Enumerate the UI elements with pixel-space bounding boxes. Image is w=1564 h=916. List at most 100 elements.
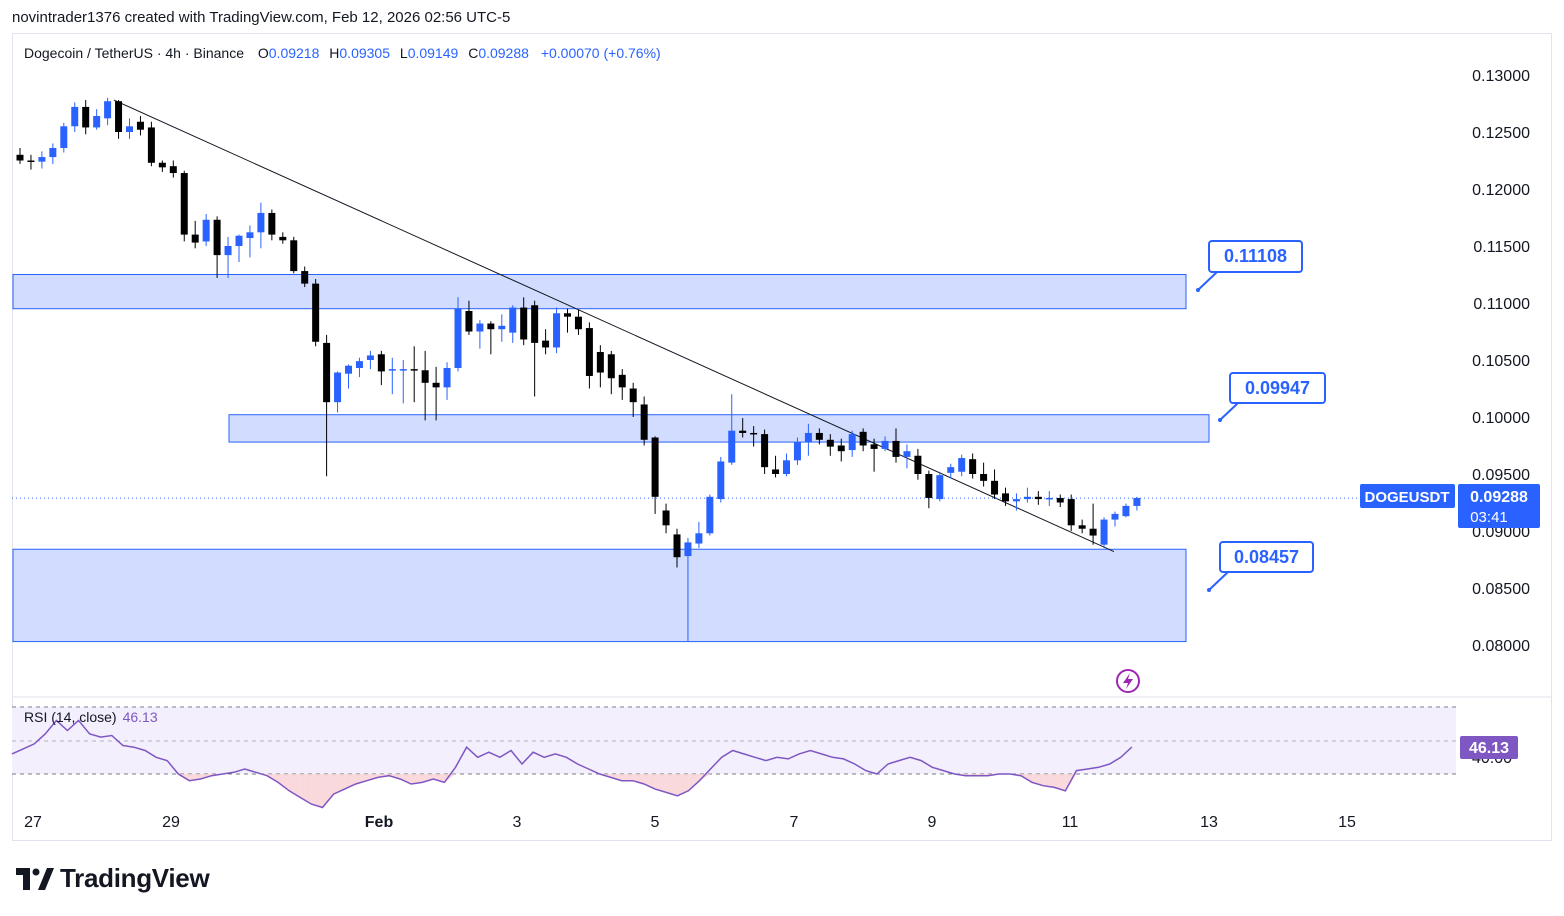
candle	[71, 102, 79, 132]
symbol-badge	[1360, 484, 1455, 508]
candle	[115, 100, 123, 139]
low-value: 0.09149	[407, 45, 459, 61]
candle-body	[246, 232, 254, 239]
candle-body	[848, 434, 856, 451]
candle-body	[531, 305, 539, 343]
candle-body	[585, 328, 593, 376]
symbol-title[interactable]: Dogecoin / TetherUS · 4h · Binance	[24, 45, 244, 61]
candle	[673, 528, 681, 568]
candle-body	[191, 234, 199, 243]
candle	[16, 147, 24, 164]
candle	[147, 121, 155, 167]
candle-body	[684, 542, 692, 557]
candle	[27, 154, 35, 170]
time-tick-label: 27	[24, 814, 42, 831]
zones-layer	[12, 274, 1210, 643]
candle-body	[301, 271, 309, 284]
rsi-oversold-fill	[178, 774, 1077, 808]
callout-anchor-3	[1207, 588, 1211, 592]
candle	[1122, 503, 1130, 518]
rsi-header[interactable]: RSI (14, close) 46.13	[24, 709, 158, 725]
candle	[246, 225, 254, 258]
candle-body	[410, 369, 418, 371]
rsi-label: RSI (14, close)	[24, 709, 117, 725]
candle-body	[936, 475, 944, 500]
callout-anchor-2	[1218, 418, 1222, 422]
candle-body	[1100, 519, 1108, 545]
candle	[618, 369, 626, 400]
candle-body	[202, 219, 210, 242]
time-tick-label: Feb	[365, 814, 394, 831]
candle-body	[290, 240, 298, 272]
candle-body	[1045, 497, 1053, 500]
candle-body	[509, 307, 517, 333]
candle	[1067, 494, 1075, 531]
candle-body	[1002, 493, 1009, 502]
change-value: +0.00070 (+0.76%)	[540, 45, 661, 61]
candle	[684, 537, 692, 642]
candle	[487, 321, 495, 355]
candle-body	[454, 308, 462, 368]
candle	[1056, 494, 1064, 508]
candle	[104, 97, 112, 126]
candle	[224, 236, 232, 278]
candle-body	[498, 325, 506, 330]
candle	[870, 438, 878, 472]
candle	[191, 220, 199, 249]
candle-body	[180, 173, 188, 235]
candle-body	[27, 160, 35, 162]
time-tick-label: 7	[790, 814, 799, 831]
candle	[804, 423, 812, 456]
candle	[585, 322, 593, 389]
candle-body	[136, 121, 144, 130]
low-label: L	[399, 45, 408, 61]
rsi-oversold-segment	[699, 774, 711, 781]
candle	[345, 364, 352, 389]
candle	[914, 448, 922, 480]
candle	[126, 118, 133, 139]
candle	[640, 396, 648, 446]
candle	[1034, 491, 1042, 505]
candle	[1012, 493, 1020, 511]
candle-body	[958, 458, 966, 472]
candle	[980, 462, 988, 487]
close-value: 0.09288	[478, 45, 529, 61]
lightning-icon[interactable]	[1116, 669, 1140, 693]
price-tick-label: 0.12500	[1472, 125, 1530, 142]
candle-body	[640, 404, 648, 440]
tradingview-logo-icon	[16, 867, 54, 890]
rsi-oversold-segment	[289, 774, 301, 798]
candle-body	[1089, 528, 1097, 536]
callout-anchor-1	[1196, 288, 1200, 292]
rsi-oversold-segment	[278, 774, 290, 791]
candle-body	[520, 307, 528, 340]
candle	[476, 320, 484, 349]
candle-body	[739, 430, 747, 433]
candle	[750, 426, 758, 447]
candle	[717, 456, 725, 503]
candle-body	[366, 355, 374, 360]
time-tick-label: 9	[928, 814, 937, 831]
tradingview-logo[interactable]: TradingView	[16, 863, 210, 894]
candle-body	[38, 157, 46, 162]
candle-body	[607, 354, 615, 379]
candle-body	[312, 283, 320, 342]
candle	[235, 234, 243, 262]
attribution-text: novintrader1376 created with TradingView…	[12, 9, 511, 26]
candle-body	[1056, 497, 1064, 503]
candle-body	[169, 166, 177, 174]
rsi-oversold-segment	[1054, 774, 1066, 791]
rsi-oversold-segment	[344, 774, 356, 790]
price-tick-label: 0.09500	[1472, 467, 1530, 484]
candle-body	[1078, 525, 1086, 529]
candle-body	[728, 430, 736, 463]
price-axis: 0.13000 0.12500 0.12000 0.11500 0.11000 0.105…	[1472, 68, 1530, 655]
candle-body	[82, 106, 90, 128]
candle	[1002, 487, 1009, 506]
candle-body	[377, 354, 385, 372]
rsi-oversold-segment	[610, 774, 622, 781]
candle-body	[345, 365, 352, 374]
candle-body	[104, 101, 112, 119]
candle-body	[1133, 497, 1141, 506]
